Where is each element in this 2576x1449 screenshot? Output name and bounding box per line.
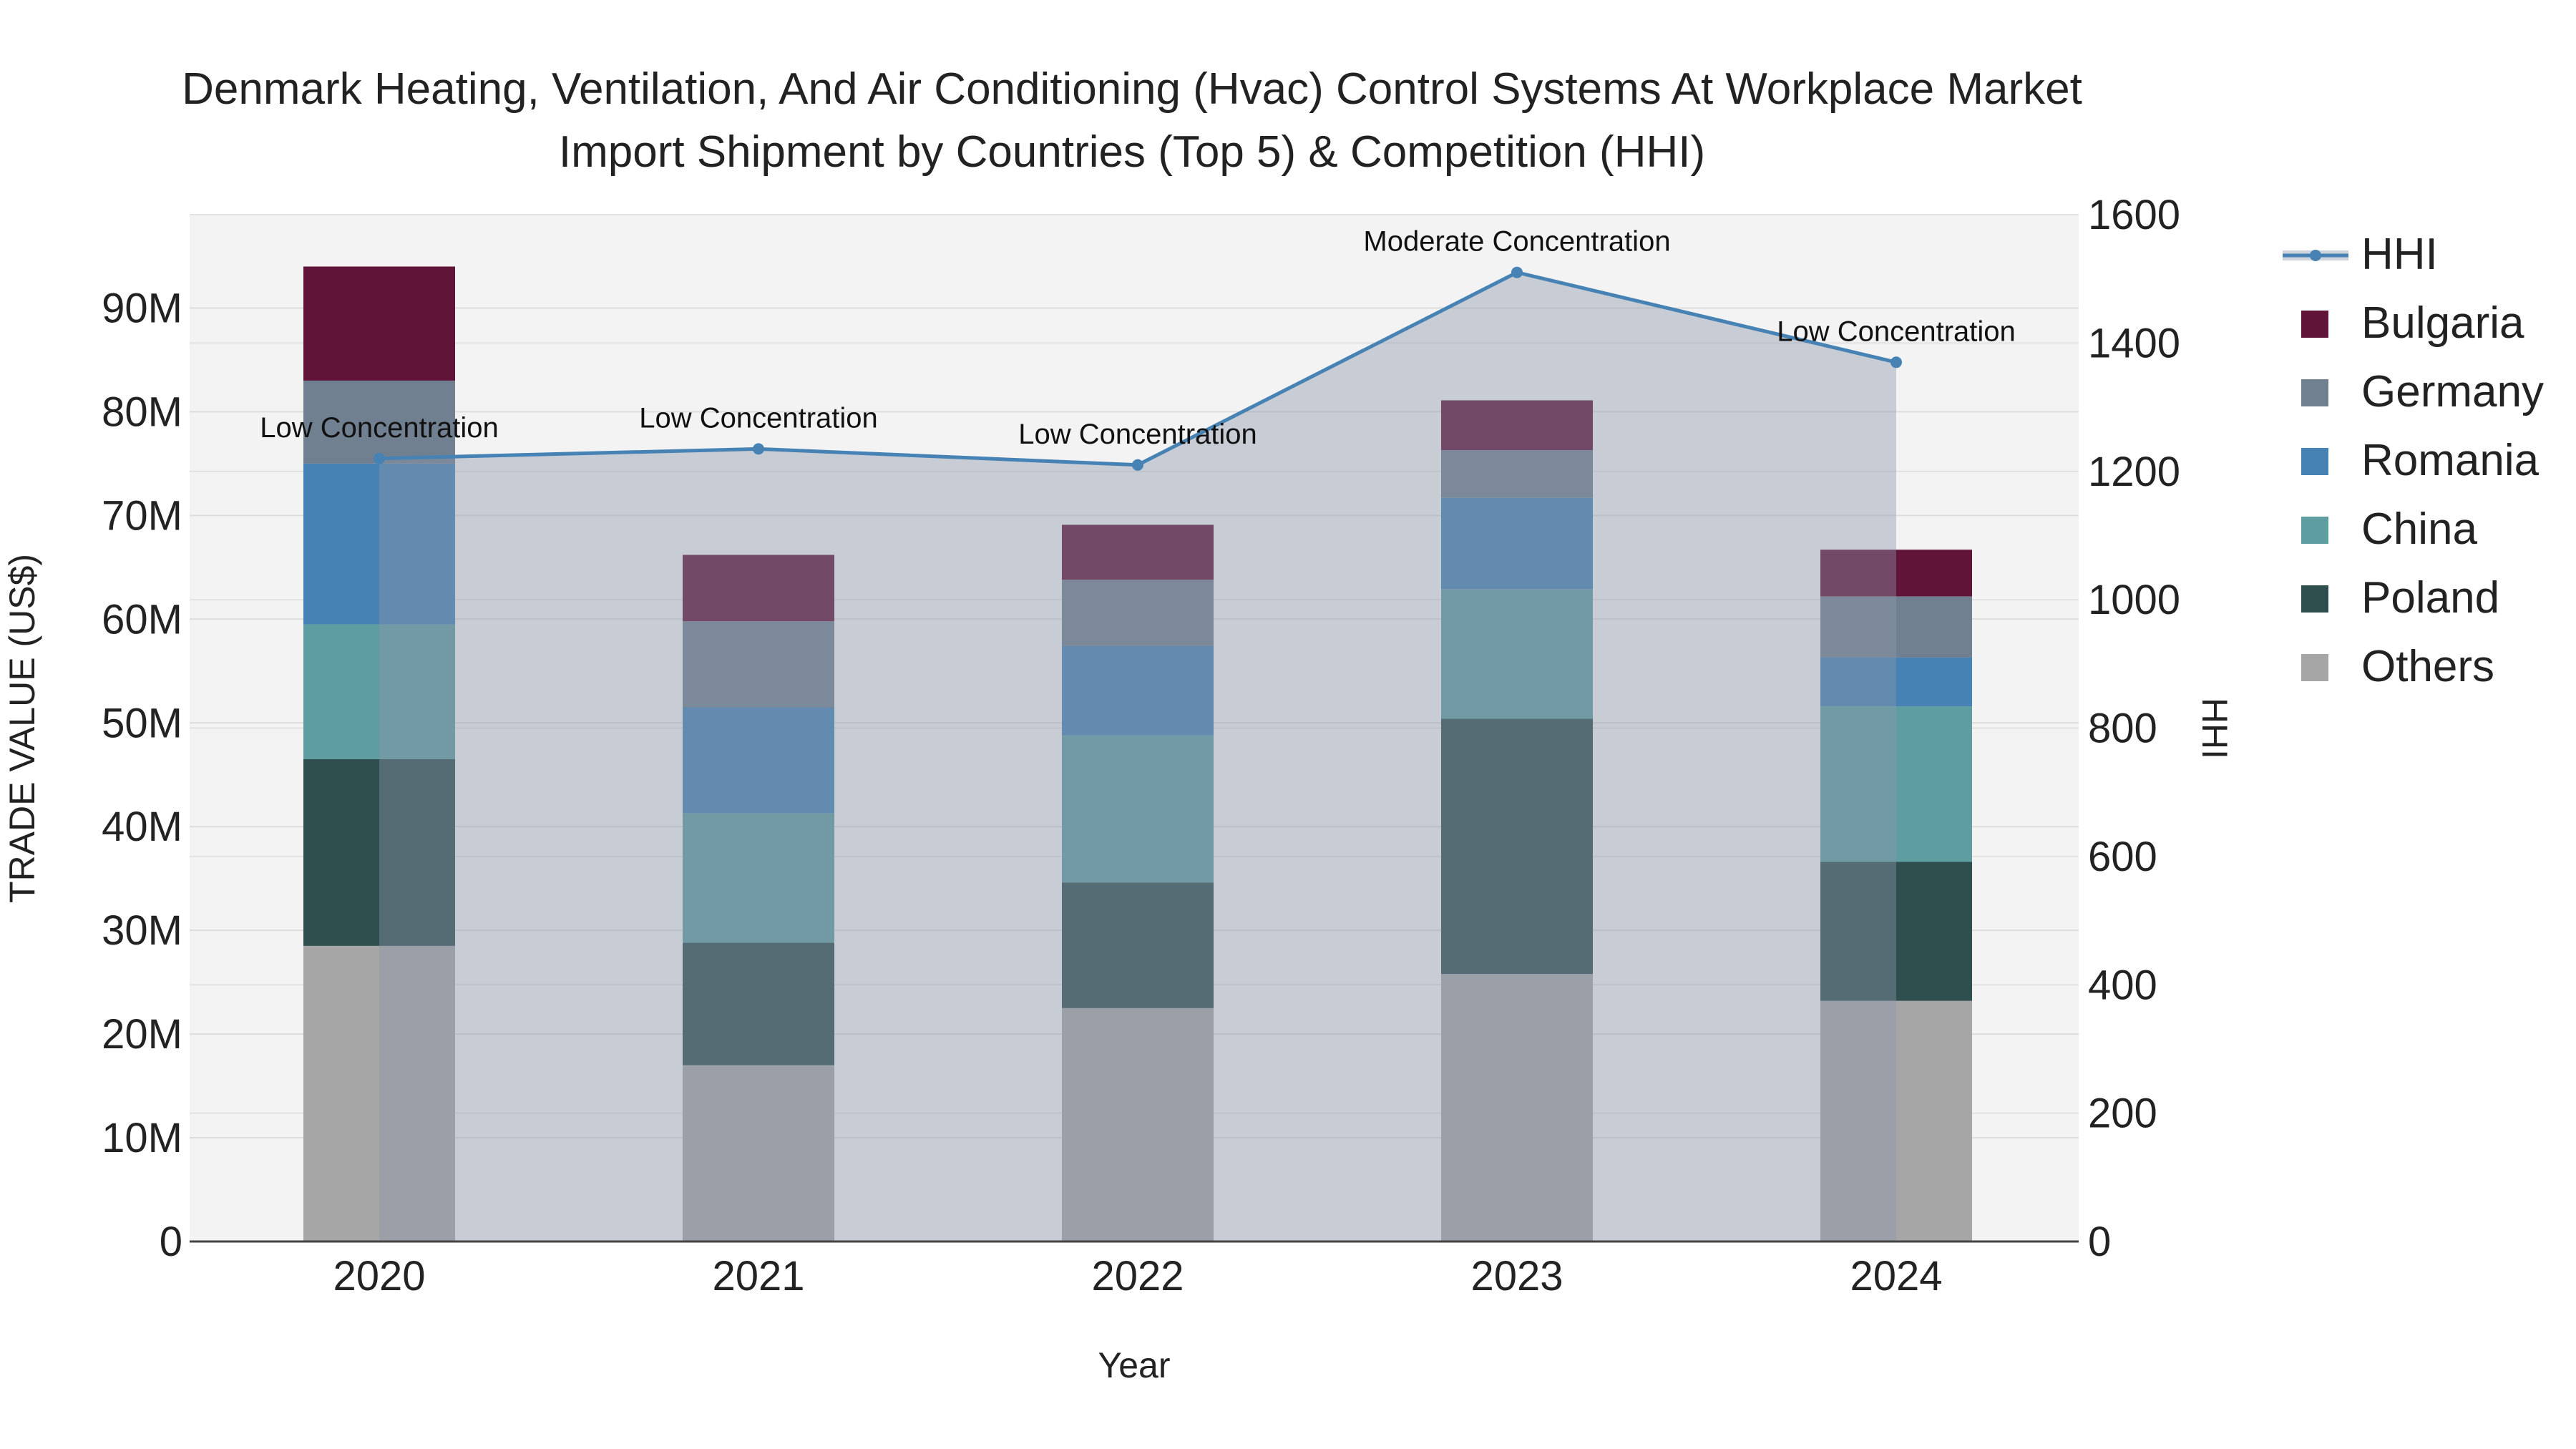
legend-swatch-germany <box>2301 379 2328 406</box>
bar-romania-2022 <box>1062 645 1214 736</box>
y2-tick-label: 800 <box>2088 706 2157 752</box>
y-tick-label: 90M <box>102 285 182 331</box>
hhi-point-2020 <box>374 452 385 464</box>
y2-tick-label: 1400 <box>2088 320 2180 366</box>
hhi-points <box>374 266 1902 471</box>
hhi-point-2022 <box>1132 459 1143 471</box>
bar-poland-2020 <box>303 758 455 946</box>
y2-tick-label: 400 <box>2088 962 2157 1008</box>
bar-romania-2020 <box>303 463 455 625</box>
y2-tick-label: 200 <box>2088 1091 2157 1137</box>
bar-poland-2023 <box>1441 718 1593 975</box>
y-tick-label: 20M <box>102 1011 182 1058</box>
legend-swatch-china <box>2301 517 2328 544</box>
y2-tick-label: 1000 <box>2088 577 2180 623</box>
x-tick-label: 2024 <box>1850 1253 1942 1299</box>
bar-others-2023 <box>1441 974 1593 1241</box>
bar-poland-2021 <box>683 942 834 1065</box>
bar-bulgaria-2024 <box>1820 550 1972 597</box>
y-tick-label: 60M <box>102 596 182 643</box>
bar-bulgaria-2022 <box>1062 525 1214 580</box>
bar-china-2020 <box>303 624 455 759</box>
legend-label-others: Others <box>2361 642 2494 691</box>
hhi-annotation: Low Concentration <box>1777 316 2016 347</box>
legend-label-germany: Germany <box>2361 367 2544 416</box>
y-tick-label: 10M <box>102 1115 182 1161</box>
x-axis-ticks: 2020 2021 2022 2023 2024 <box>333 1253 1942 1299</box>
legend-swatch-bulgaria <box>2301 311 2328 338</box>
y-axis-ticks: 0 10M 20M 30M 40M 50M 60M 70M 80M 90M <box>102 285 182 1265</box>
bar-others-2021 <box>683 1065 834 1241</box>
hhi-point-2023 <box>1511 266 1523 278</box>
bar-china-2023 <box>1441 589 1593 719</box>
hhi-point-2024 <box>1890 356 1902 369</box>
x-tick-label: 2023 <box>1470 1253 1563 1299</box>
bar-germany-2021 <box>683 621 834 708</box>
bar-poland-2022 <box>1062 882 1214 1008</box>
x-tick-label: 2022 <box>1091 1253 1184 1299</box>
bar-germany-2022 <box>1062 580 1214 646</box>
bar-romania-2021 <box>683 707 834 814</box>
bar-others-2024 <box>1820 1000 1972 1241</box>
legend-label-romania: Romania <box>2361 436 2540 485</box>
bar-china-2021 <box>683 813 834 943</box>
legend-swatch-poland <box>2301 585 2328 613</box>
legend-hhi-point-swatch <box>2310 250 2321 261</box>
hhi-annotation: Low Concentration <box>1018 419 1257 450</box>
y-tick-label: 40M <box>102 804 182 850</box>
x-axis-title: Year <box>1098 1345 1170 1385</box>
bar-germany-2023 <box>1441 450 1593 498</box>
hhi-annotations: Low Concentration Low Concentration Low Co… <box>260 226 2016 450</box>
x-tick-label: 2021 <box>712 1253 804 1299</box>
legend-label-bulgaria: Bulgaria <box>2361 298 2524 348</box>
hhi-area <box>379 272 1896 1241</box>
legend-swatch-romania <box>2301 448 2328 475</box>
y2-tick-label: 1600 <box>2088 192 2180 238</box>
y-tick-label: 70M <box>102 492 182 539</box>
y2-tick-label: 1200 <box>2088 449 2180 495</box>
legend: HHI Bulgaria Germany Romania China Poland Othe… <box>2283 230 2544 691</box>
bar-bulgaria-2021 <box>683 555 834 622</box>
y2-axis-title: HHI <box>2195 698 2235 759</box>
y-tick-label: 50M <box>102 700 182 746</box>
bar-bulgaria-2023 <box>1441 400 1593 451</box>
y-tick-label: 80M <box>102 389 182 435</box>
bar-china-2024 <box>1820 706 1972 862</box>
bar-romania-2024 <box>1820 657 1972 707</box>
hhi-annotation: Low Concentration <box>639 402 878 434</box>
y2-tick-label: 0 <box>2088 1219 2111 1265</box>
legend-label-china: China <box>2361 504 2478 554</box>
bar-china-2022 <box>1062 735 1214 883</box>
hhi-point-2021 <box>753 443 764 455</box>
bar-others-2020 <box>303 945 455 1241</box>
bar-poland-2024 <box>1820 862 1972 1001</box>
y2-tick-label: 600 <box>2088 834 2157 880</box>
legend-label-hhi: HHI <box>2361 230 2438 279</box>
chart-title-line1: Denmark Heating, Ventilation, And Air Co… <box>182 64 2082 114</box>
y-tick-label: 0 <box>160 1219 182 1265</box>
bar-germany-2024 <box>1820 596 1972 658</box>
y-tick-label: 30M <box>102 907 182 954</box>
y-axis-title: TRADE VALUE (US$) <box>2 554 42 903</box>
legend-swatch-others <box>2301 654 2328 681</box>
bar-bulgaria-2020 <box>303 266 455 381</box>
chart-title-line2: Import Shipment by Countries (Top 5) & C… <box>559 127 1705 177</box>
hhi-annotation: Moderate Concentration <box>1363 226 1670 258</box>
x-tick-label: 2020 <box>333 1253 425 1299</box>
y2-axis-ticks: 0 200 400 600 800 1000 1200 1400 1600 <box>2088 192 2180 1265</box>
hhi-annotation: Low Concentration <box>260 412 499 444</box>
bar-others-2022 <box>1062 1008 1214 1241</box>
bars <box>303 266 1972 1241</box>
bar-germany-2020 <box>303 380 455 464</box>
bar-romania-2023 <box>1441 497 1593 590</box>
legend-label-poland: Poland <box>2361 573 2499 623</box>
